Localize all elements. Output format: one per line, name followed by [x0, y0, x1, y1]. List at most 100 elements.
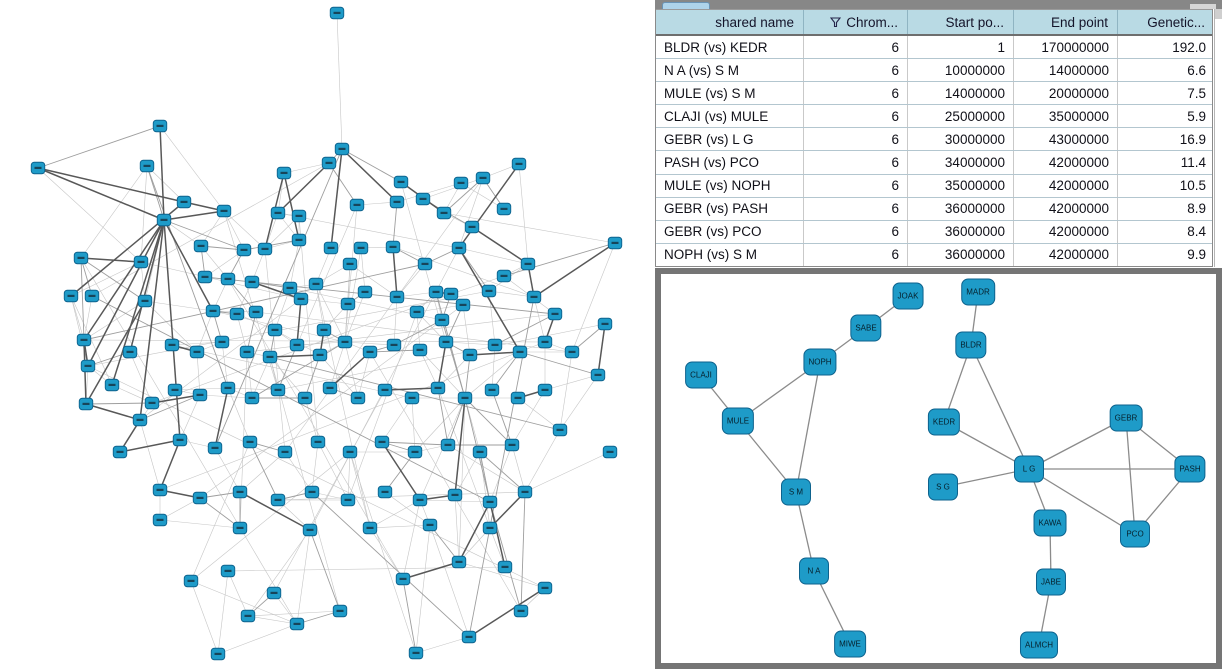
network-node[interactable]: [597, 317, 613, 331]
network-node[interactable]: [122, 345, 138, 359]
network-node[interactable]: [236, 243, 252, 257]
table-cell[interactable]: 6: [804, 59, 908, 82]
network-node[interactable]: [487, 338, 503, 352]
network-node[interactable]: [409, 305, 425, 319]
network-node[interactable]: [412, 343, 428, 357]
table-cell[interactable]: 5.9: [1187, 108, 1206, 124]
table-cell[interactable]: 1: [908, 36, 1014, 59]
table-cell[interactable]: 42000000: [1014, 243, 1118, 266]
table-row-6[interactable]: MULE (vs) NOPH 6 35000000 42000000 10.5: [656, 174, 1212, 198]
network-node[interactable]: [475, 171, 491, 185]
network-node[interactable]: [497, 560, 513, 574]
table-cell[interactable]: 6: [804, 197, 908, 220]
column-header-0[interactable]: shared name: [656, 10, 804, 34]
network-node[interactable]: [464, 220, 480, 234]
network-node-BLDR[interactable]: BLDR: [955, 331, 987, 359]
table-cell[interactable]: 11.4: [1180, 155, 1206, 171]
network-node[interactable]: [462, 348, 478, 362]
network-node[interactable]: [322, 381, 338, 395]
network-node[interactable]: [270, 383, 286, 397]
network-node[interactable]: [417, 257, 433, 271]
network-node[interactable]: [267, 323, 283, 337]
network-node[interactable]: [510, 391, 526, 405]
network-node[interactable]: [302, 523, 318, 537]
table-cell[interactable]: 6: [804, 36, 908, 59]
network-node[interactable]: [304, 485, 320, 499]
network-node[interactable]: [404, 391, 420, 405]
table-cell[interactable]: 192.0: [1172, 39, 1206, 55]
network-node-ALMCH[interactable]: ALMCH: [1019, 631, 1059, 659]
network-node[interactable]: [167, 383, 183, 397]
network-node[interactable]: [104, 378, 120, 392]
table-cell[interactable]: 36000000: [908, 243, 1014, 266]
network-node[interactable]: [132, 413, 148, 427]
network-node[interactable]: [552, 423, 568, 437]
network-node[interactable]: [207, 441, 223, 455]
network-node[interactable]: [232, 521, 248, 535]
network-node[interactable]: [262, 350, 278, 364]
network-node[interactable]: [220, 564, 236, 578]
network-node[interactable]: [513, 604, 529, 618]
table-cell[interactable]: 10.5: [1179, 178, 1206, 194]
column-header-3[interactable]: End point: [1014, 10, 1118, 34]
network-node-KEDR[interactable]: KEDR: [927, 408, 961, 436]
table-row-1[interactable]: N A (vs) S M 6 10000000 14000000 6.6: [656, 59, 1212, 83]
network-node[interactable]: [386, 338, 402, 352]
table-cell[interactable]: GEBR (vs) PCO: [656, 220, 804, 243]
network-node[interactable]: [453, 176, 469, 190]
network-node-KAWA[interactable]: KAWA: [1033, 509, 1067, 537]
table-cell[interactable]: 36000000: [908, 220, 1014, 243]
network-node[interactable]: [30, 161, 46, 175]
network-node[interactable]: [289, 617, 305, 631]
network-node[interactable]: [496, 269, 512, 283]
small-network-canvas[interactable]: JOAK SABE NOPH CLAJI MULE S M N A MIWE MADR BLDR K…: [661, 274, 1216, 663]
table-row-4[interactable]: GEBR (vs) L G 6 30000000 43000000 16.9: [656, 128, 1212, 152]
network-node[interactable]: [461, 630, 477, 644]
table-cell[interactable]: GEBR (vs) PASH: [656, 197, 804, 220]
network-node[interactable]: [152, 513, 168, 527]
table-cell[interactable]: 7.5: [1187, 85, 1206, 101]
table-cell[interactable]: 6: [804, 105, 908, 128]
network-node[interactable]: [232, 485, 248, 499]
network-node[interactable]: [183, 574, 199, 588]
network-node-L-G[interactable]: L G: [1014, 455, 1044, 483]
network-node[interactable]: [590, 368, 606, 382]
network-node-S-G[interactable]: S G: [928, 473, 958, 501]
network-node[interactable]: [520, 257, 536, 271]
column-header-2[interactable]: Start po...: [908, 10, 1014, 34]
scrollbar-thumb[interactable]: [1215, 9, 1222, 19]
network-node-CLAJI[interactable]: CLAJI: [685, 361, 717, 389]
network-node[interactable]: [270, 493, 286, 507]
table-cell[interactable]: MULE (vs) NOPH: [656, 174, 804, 197]
table-cell[interactable]: 6: [804, 174, 908, 197]
table-vertical-scrollbar[interactable]: [1214, 9, 1222, 267]
network-node-PCO[interactable]: PCO: [1120, 520, 1150, 548]
network-node[interactable]: [412, 493, 428, 507]
network-node[interactable]: [393, 175, 409, 189]
table-cell[interactable]: NOPH (vs) S M: [656, 243, 804, 266]
network-node[interactable]: [76, 333, 92, 347]
network-node[interactable]: [389, 195, 405, 209]
table-cell[interactable]: 25000000: [908, 105, 1014, 128]
network-node[interactable]: [395, 572, 411, 586]
network-node[interactable]: [511, 157, 527, 171]
network-node[interactable]: [266, 586, 282, 600]
table-cell[interactable]: 14000000: [908, 82, 1014, 105]
network-node[interactable]: [362, 345, 378, 359]
network-node[interactable]: [564, 345, 580, 359]
network-node[interactable]: [334, 142, 350, 156]
network-node[interactable]: [216, 204, 232, 218]
network-node[interactable]: [337, 335, 353, 349]
network-node[interactable]: [164, 338, 180, 352]
network-node[interactable]: [342, 257, 358, 271]
column-header-4[interactable]: Genetic...: [1118, 10, 1214, 34]
network-node[interactable]: [172, 433, 188, 447]
table-cell[interactable]: 8.4: [1187, 224, 1206, 240]
column-header-1[interactable]: Chrom...: [804, 10, 908, 34]
filter-icon[interactable]: [830, 16, 842, 28]
network-node-SABE[interactable]: SABE: [850, 314, 882, 342]
network-node[interactable]: [451, 241, 467, 255]
network-node[interactable]: [447, 488, 463, 502]
table-cell[interactable]: 34000000: [908, 151, 1014, 174]
network-node[interactable]: [607, 236, 623, 250]
